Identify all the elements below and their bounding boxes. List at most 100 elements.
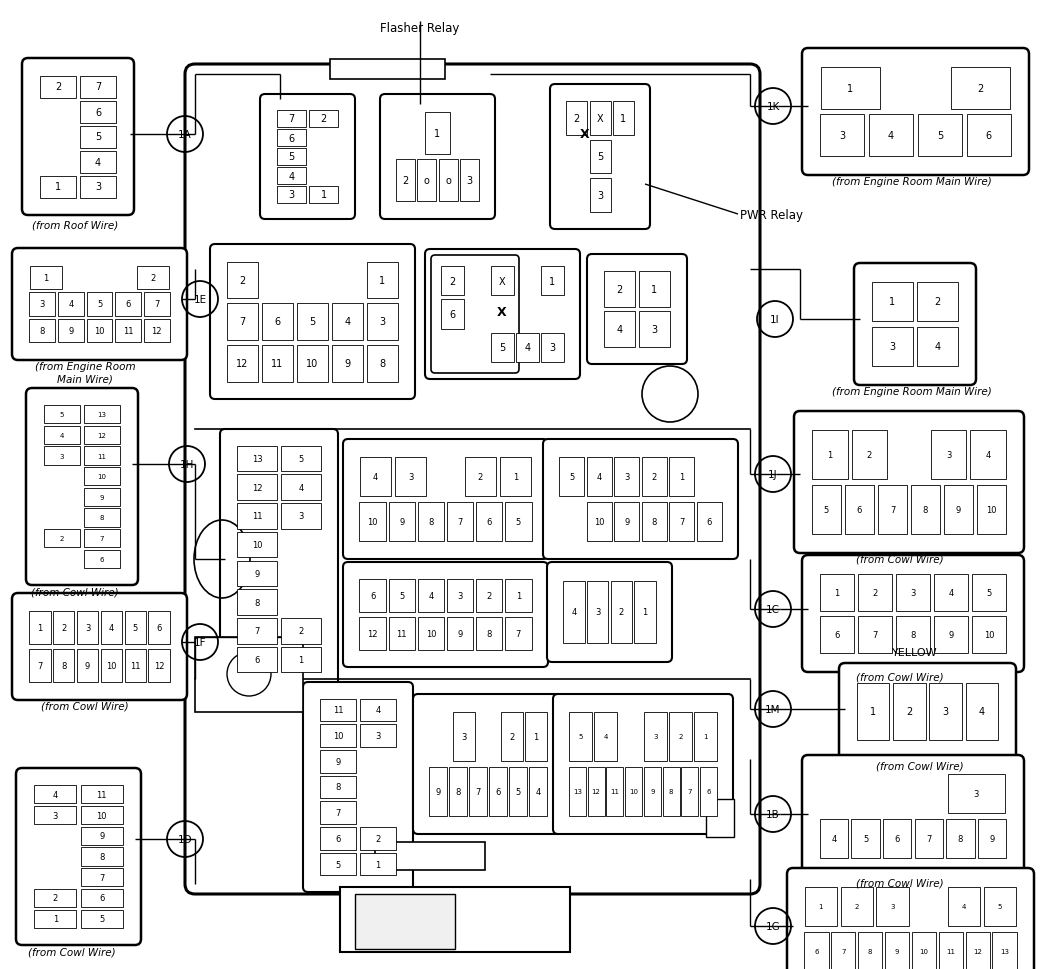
Bar	[360, 853, 396, 876]
Bar	[895, 574, 930, 611]
Bar	[885, 932, 909, 969]
Text: 2: 2	[60, 536, 64, 542]
Text: 7: 7	[99, 873, 105, 882]
Bar	[476, 617, 503, 650]
Text: 4: 4	[571, 608, 577, 617]
FancyBboxPatch shape	[22, 59, 134, 216]
Text: 13: 13	[572, 789, 582, 795]
Text: 7: 7	[475, 787, 480, 797]
Text: 12: 12	[367, 629, 378, 639]
Text: 6: 6	[985, 131, 992, 141]
Bar	[529, 767, 547, 816]
Bar	[972, 616, 1006, 654]
Text: 8: 8	[668, 789, 674, 795]
Bar	[148, 611, 170, 644]
Text: 5: 5	[336, 860, 341, 869]
Bar	[81, 806, 122, 825]
Bar	[642, 457, 666, 497]
Text: 9: 9	[624, 517, 629, 526]
Text: 10: 10	[251, 541, 262, 549]
Bar	[81, 889, 122, 907]
Bar	[58, 320, 83, 343]
Text: 10: 10	[96, 811, 107, 820]
Bar	[984, 887, 1016, 926]
Bar	[883, 819, 911, 859]
Text: 6: 6	[99, 893, 105, 902]
Text: 2: 2	[872, 588, 878, 597]
Text: 7: 7	[687, 789, 692, 795]
Bar	[320, 853, 356, 876]
Bar	[360, 725, 396, 747]
Bar	[639, 312, 671, 347]
Bar	[115, 320, 140, 343]
FancyBboxPatch shape	[425, 250, 580, 380]
Bar	[320, 776, 356, 798]
Bar	[670, 712, 692, 761]
Bar	[366, 304, 398, 340]
Text: 1: 1	[515, 592, 521, 601]
FancyBboxPatch shape	[26, 389, 138, 585]
Bar	[320, 699, 356, 722]
Bar	[895, 616, 930, 654]
Bar	[876, 887, 909, 926]
Text: 6: 6	[126, 300, 131, 309]
Text: 9: 9	[84, 661, 90, 670]
Text: 2: 2	[906, 706, 912, 717]
Bar	[277, 130, 306, 146]
Text: 1B: 1B	[766, 809, 780, 819]
Bar	[910, 485, 940, 534]
Text: 9: 9	[99, 494, 105, 500]
Text: 7: 7	[254, 627, 260, 636]
Bar	[505, 502, 531, 542]
Text: 6: 6	[288, 134, 295, 143]
Bar	[491, 333, 514, 362]
Bar	[972, 574, 1006, 611]
Bar	[670, 502, 694, 542]
Bar	[53, 611, 75, 644]
Text: 1F: 1F	[193, 638, 206, 647]
Bar	[934, 574, 968, 611]
Text: 7: 7	[515, 629, 521, 639]
Bar	[84, 488, 120, 507]
Text: X: X	[580, 128, 590, 141]
Text: 3: 3	[461, 733, 467, 741]
Text: 8: 8	[40, 327, 45, 336]
FancyBboxPatch shape	[343, 562, 548, 668]
FancyBboxPatch shape	[547, 562, 672, 663]
Text: 1H: 1H	[180, 459, 194, 470]
Bar	[360, 457, 392, 497]
Bar	[505, 617, 531, 650]
Bar	[465, 457, 496, 497]
Bar	[281, 618, 321, 643]
Text: 8: 8	[99, 515, 105, 521]
Bar	[84, 529, 120, 547]
Bar	[918, 115, 962, 157]
Bar	[332, 304, 363, 340]
Text: 5: 5	[569, 473, 574, 482]
Bar	[819, 819, 848, 859]
Bar	[195, 638, 303, 712]
Bar	[332, 346, 363, 382]
Bar	[805, 887, 837, 926]
Bar	[359, 617, 385, 650]
Text: 8: 8	[379, 359, 385, 369]
Text: 4: 4	[299, 484, 304, 492]
Text: 7: 7	[926, 834, 931, 843]
Bar	[30, 611, 51, 644]
Bar	[615, 457, 639, 497]
Text: 10: 10	[94, 327, 105, 336]
Bar	[845, 485, 874, 534]
Bar	[525, 712, 547, 761]
Bar	[489, 767, 507, 816]
Text: 4: 4	[373, 473, 378, 482]
Bar	[309, 187, 338, 203]
Bar	[238, 647, 277, 672]
Bar	[859, 932, 882, 969]
Text: 2: 2	[375, 834, 380, 843]
Bar	[706, 799, 734, 837]
Bar	[340, 887, 570, 952]
Bar	[604, 312, 636, 347]
Text: 9: 9	[894, 949, 900, 954]
Text: 2: 2	[55, 82, 61, 92]
Text: 3: 3	[549, 343, 555, 353]
